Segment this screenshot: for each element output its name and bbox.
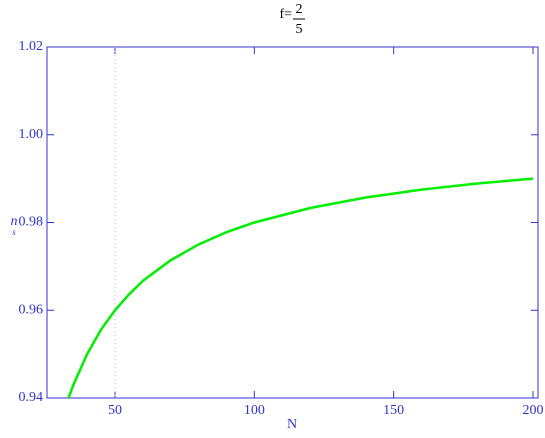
y-tick-label: 0.94 [19,390,44,405]
line-series [67,177,534,398]
plot-frame [46,46,539,399]
x-tick-label: 150 [383,403,404,418]
y-tick-label: 1.02 [19,39,44,54]
y-tick-label: 0.96 [19,302,44,317]
title-denominator: 5 [296,22,303,37]
x-tick-label: 200 [522,403,543,418]
x-tick-label: 100 [244,403,265,418]
x-tick-label: 50 [108,403,122,418]
x-axis-label: N [287,417,297,432]
title-numerator: 2 [296,2,303,17]
y-axis-label: n [11,214,18,229]
y-axis-label-sub: s [12,227,16,237]
title-prefix: f= [279,7,292,22]
y-tick-label: 0.98 [19,215,44,230]
y-tick-label: 1.00 [19,127,44,142]
